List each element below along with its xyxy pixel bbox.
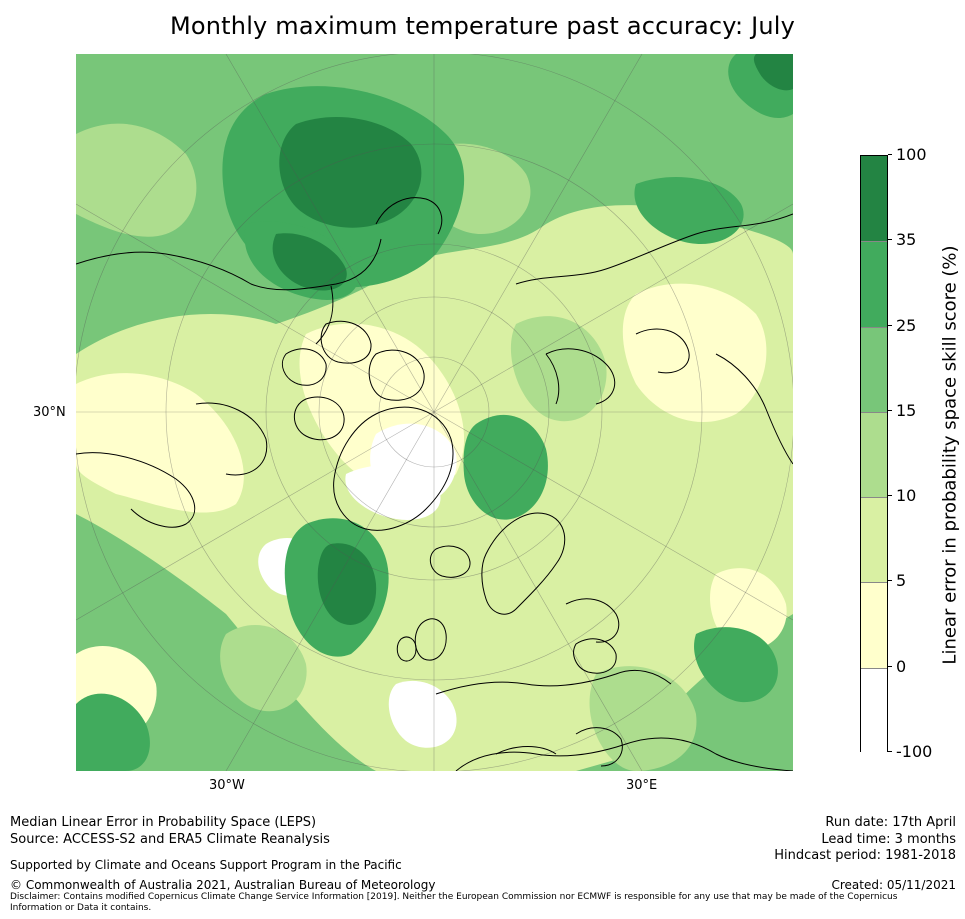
- footer-source: Source: ACCESS-S2 and ERA5 Climate Reana…: [10, 832, 330, 847]
- colorbar-tick: -100: [887, 744, 932, 760]
- skill-patch: [220, 625, 307, 712]
- colorbar-segment: [861, 156, 887, 242]
- lat-label-30n: 30°N: [33, 405, 66, 420]
- colorbar-tick: 25: [887, 317, 916, 334]
- footer-disclaimer: Disclaimer: Contains modified Copernicus…: [10, 892, 898, 913]
- colorbar-segment: [861, 411, 887, 498]
- colorbar-tick: 10: [887, 488, 916, 504]
- lon-label-30e: 30°E: [626, 778, 658, 793]
- colorbar-tick: 15: [887, 402, 916, 419]
- colorbar-tick: 0: [887, 658, 906, 675]
- colorbar-segment: [861, 241, 887, 327]
- skill-patch: [76, 693, 150, 771]
- colorbar-segment: [861, 667, 887, 753]
- footer-hindcast: Hindcast period: 1981-2018: [774, 848, 956, 863]
- colorbar: [860, 155, 888, 753]
- skill-patch: [510, 316, 607, 422]
- colorbar-label: Linear error in probability space skill …: [939, 245, 961, 665]
- skill-patch: [345, 465, 441, 520]
- chart-title: Monthly maximum temperature past accurac…: [169, 12, 796, 40]
- footer-run-date: Run date: 17th April: [825, 815, 956, 830]
- skill-patch: [622, 283, 767, 423]
- skill-patch: [634, 176, 744, 244]
- colorbar-segment: [861, 497, 887, 583]
- lon-label-30w: 30°W: [209, 778, 245, 793]
- skill-score-map: [76, 54, 793, 771]
- skill-patch: [272, 233, 347, 291]
- graticule: [76, 54, 793, 771]
- colorbar-tick: 35: [887, 232, 916, 248]
- footer-support: Supported by Climate and Oceans Support …: [10, 858, 402, 872]
- footer-created: Created: 05/11/2021: [831, 878, 956, 892]
- coastlines: [76, 197, 793, 771]
- skill-patch: [589, 666, 697, 771]
- colorbar-segment: [861, 582, 887, 668]
- skill-patch: [76, 123, 197, 237]
- skill-patch: [694, 627, 778, 703]
- colorbar-tick: 5: [887, 573, 906, 589]
- footer-lead-time: Lead time: 3 months: [821, 832, 956, 847]
- map-canvas: [76, 54, 793, 771]
- footer-copyright: © Commonwealth of Australia 2021, Austra…: [10, 878, 436, 892]
- footer-leps: Median Linear Error in Probability Space…: [10, 815, 317, 830]
- skill-patch: [76, 373, 244, 513]
- skill-patch: [317, 543, 377, 625]
- skill-patch: [753, 54, 793, 91]
- colorbar-segment: [861, 326, 887, 412]
- skill-patch: [388, 680, 457, 748]
- skill-patch: [279, 116, 422, 228]
- colorbar-tick: 100: [888, 147, 927, 163]
- skill-patch: [463, 414, 548, 520]
